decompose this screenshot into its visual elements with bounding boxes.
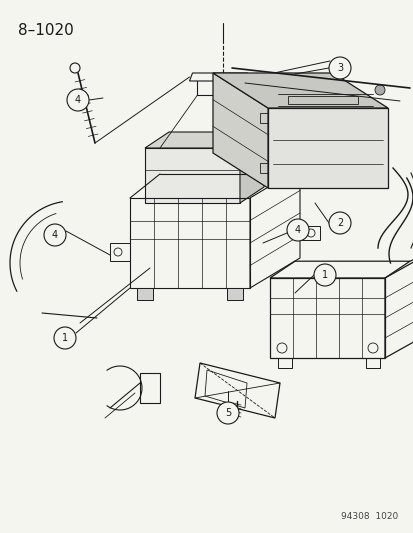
Text: 1: 1 bbox=[321, 270, 327, 280]
Text: 8–1020: 8–1020 bbox=[18, 23, 74, 38]
Text: 94308  1020: 94308 1020 bbox=[341, 512, 398, 521]
Circle shape bbox=[271, 85, 280, 95]
Polygon shape bbox=[267, 108, 387, 188]
Polygon shape bbox=[226, 288, 242, 300]
Circle shape bbox=[328, 57, 350, 79]
Circle shape bbox=[227, 135, 237, 145]
Text: 4: 4 bbox=[52, 230, 58, 240]
Circle shape bbox=[167, 135, 177, 145]
Polygon shape bbox=[145, 148, 240, 203]
Polygon shape bbox=[212, 73, 387, 108]
Text: 3: 3 bbox=[336, 63, 342, 73]
Circle shape bbox=[313, 264, 335, 286]
Circle shape bbox=[328, 212, 350, 234]
Text: 4: 4 bbox=[294, 225, 300, 235]
Circle shape bbox=[286, 219, 308, 241]
Polygon shape bbox=[240, 132, 263, 203]
Text: 2: 2 bbox=[336, 218, 342, 228]
Circle shape bbox=[374, 85, 384, 95]
Text: 1: 1 bbox=[62, 333, 68, 343]
Circle shape bbox=[67, 89, 89, 111]
Polygon shape bbox=[212, 73, 267, 188]
Text: 5: 5 bbox=[224, 408, 230, 418]
Polygon shape bbox=[137, 288, 153, 300]
Circle shape bbox=[216, 402, 238, 424]
Polygon shape bbox=[145, 132, 263, 148]
Circle shape bbox=[44, 224, 66, 246]
Circle shape bbox=[54, 327, 76, 349]
Text: 4: 4 bbox=[75, 95, 81, 105]
